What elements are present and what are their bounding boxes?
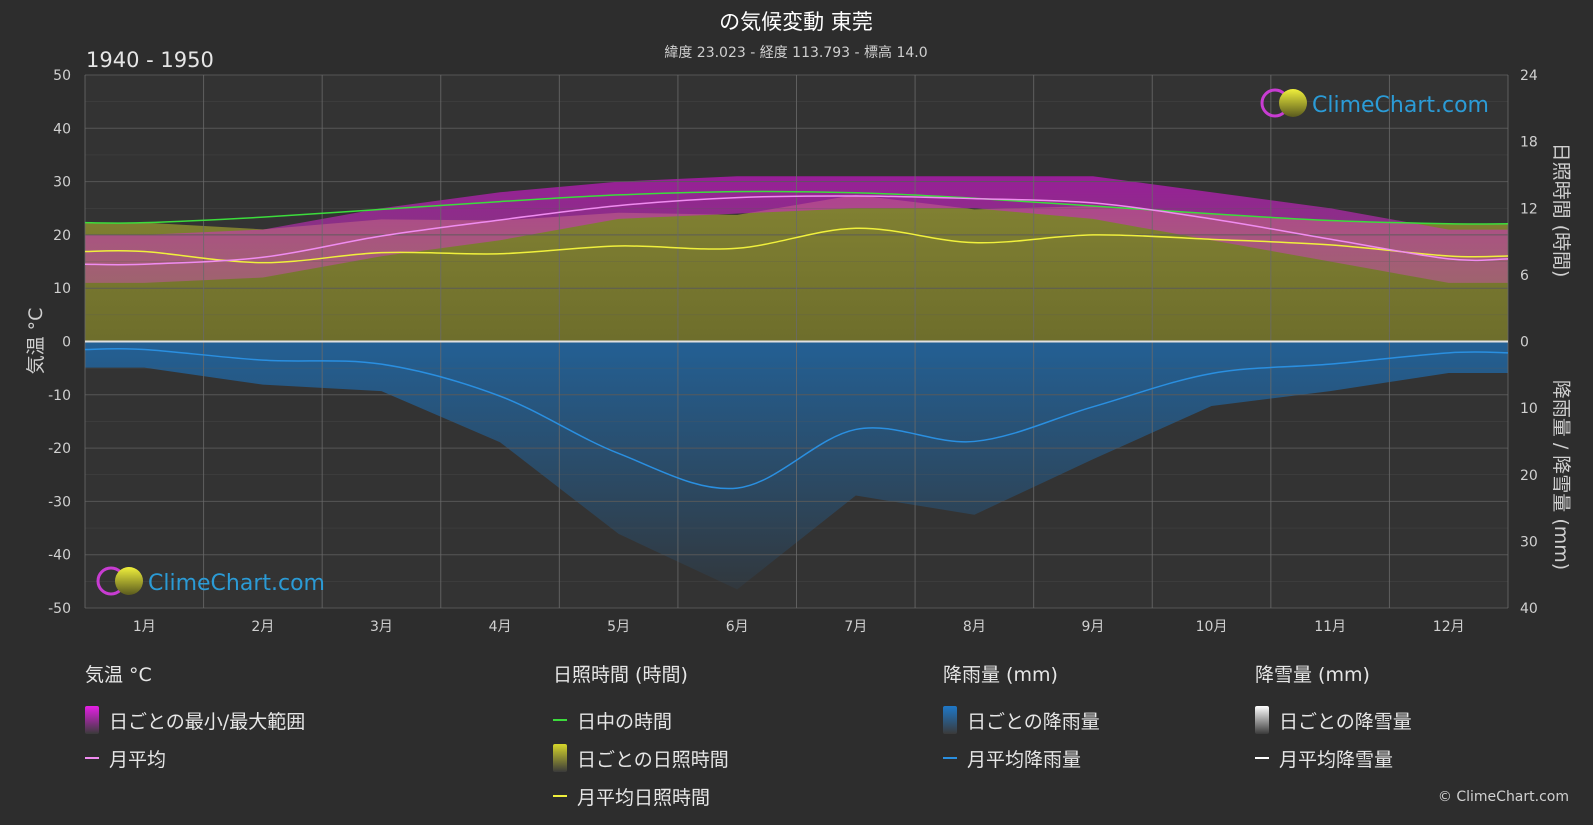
left-tick-label: -20 [48,441,71,457]
chart-title: の気候変動 東莞 [719,10,873,34]
series-line-2 [84,195,1509,266]
left-tick-label: 30 [53,175,71,191]
legend-heading: 降雨量 (mm) [943,664,1058,686]
x-tick-label: 4月 [489,619,512,635]
right-tick-label-sunshine: 0 [1520,335,1529,351]
legend-swatch-icon [1255,757,1269,759]
right-tick-label-precip: 40 [1520,601,1538,617]
left-axis-title: 気温 °C [25,308,47,375]
series-line-1 [84,227,1509,264]
x-tick-label: 10月 [1196,619,1228,635]
x-tick-label: 9月 [1081,619,1104,635]
legend-item: 日中の時間 [553,701,729,739]
legend-item: 月平均 [85,739,305,777]
legend-item: 日ごとの降雨量 [943,701,1100,739]
right-axis-title-sunshine: 日照時間 (時間) [1550,143,1572,278]
legend-swatch-icon [943,706,957,734]
right-tick-label-sunshine: 12 [1520,201,1538,217]
legend-item: 日ごとの最小/最大範囲 [85,701,305,739]
series-lines [84,190,1509,490]
legend-heading: 日照時間 (時間) [553,664,688,686]
legend-group: 日照時間 (時間) 日中の時間日ごとの日照時間 月平均日照時間 [553,660,729,815]
x-tick-label: 1月 [133,619,156,635]
left-tick-label: 50 [53,68,71,84]
right-tick-label-precip: 10 [1520,401,1538,417]
right-tick-label-precip: 30 [1520,534,1538,550]
series-line-3 [84,347,1509,490]
brand-logo-bottom: ClimeChart.com [96,566,325,596]
legend-label: 日中の時間 [577,710,673,733]
left-tick-label: -50 [48,601,71,617]
legend-swatch-icon [85,706,99,734]
legend-label: 日ごとの日照時間 [577,748,729,771]
legend-swatch-icon [1255,706,1269,734]
legend-swatch-icon [553,719,567,721]
legend-item: 日ごとの日照時間 [553,739,729,777]
brand-logo-top: ClimeChart.com [1260,88,1489,118]
right-tick-label-precip: 20 [1520,468,1538,484]
legend-label: 日ごとの降雨量 [967,710,1100,733]
x-tick-label: 11月 [1314,619,1346,635]
left-tick-label: 10 [53,281,71,297]
legend-label: 月平均日照時間 [577,786,711,809]
left-tick-label: -30 [48,494,71,510]
legend-label: 月平均降雨量 [967,748,1082,771]
x-tick-label: 3月 [370,619,393,635]
legend: 気温 °C 日ごとの最小/最大範囲 月平均 日照時間 (時間) 日中の時間日ごとの日照時… [0,650,1593,825]
legend-item: 月平均降雨量 [943,739,1100,777]
x-tick-label: 5月 [607,619,630,635]
logo-sun-icon [115,567,143,595]
left-tick-label: 0 [62,335,71,351]
left-tick-label: 20 [53,228,71,244]
legend-label: 月平均降雪量 [1279,748,1394,771]
right-tick-label-sunshine: 6 [1520,268,1529,284]
legend-label: 日ごとの最小/最大範囲 [109,710,306,733]
brand-name-bottom: ClimeChart.com [148,571,325,596]
logo-sun-icon [1279,89,1307,117]
left-tick-label: 40 [53,121,71,137]
legend-heading: 降雪量 (mm) [1255,664,1370,686]
x-tick-label: 2月 [251,619,274,635]
legend-item: 月平均降雪量 [1255,739,1412,777]
right-axis-title-precip: 降雨量 / 降雪量 (mm) [1550,380,1572,570]
legend-swatch-icon [553,744,567,772]
climate-chart: の気候変動 東莞 緯度 23.023 - 経度 113.793 - 標高 14.… [25,10,1572,635]
x-tick-label: 12月 [1433,619,1465,635]
x-tick-label: 6月 [726,619,749,635]
left-tick-label: -10 [48,388,71,404]
brand-name-top: ClimeChart.com [1312,93,1489,118]
legend-item: 日ごとの降雪量 [1255,701,1412,739]
legend-item: 月平均日照時間 [553,777,729,815]
chart-subtitle: 緯度 23.023 - 経度 113.793 - 標高 14.0 [664,44,927,61]
series-line-0 [84,190,1509,225]
legend-swatch-icon [85,757,99,759]
legend-group: 気温 °C 日ごとの最小/最大範囲 月平均 [85,660,305,777]
legend-heading: 気温 °C [85,664,152,686]
legend-label: 月平均 [109,748,167,771]
legend-swatch-icon [553,795,567,797]
right-tick-label-sunshine: 24 [1520,68,1538,84]
legend-group: 降雪量 (mm) 日ごとの降雪量 月平均降雪量 [1255,660,1412,777]
legend-swatch-icon [943,757,957,759]
period-label: 1940 - 1950 [86,48,214,72]
legend-group: 降雨量 (mm) 日ごとの降雨量 月平均降雨量 [943,660,1100,777]
legend-label: 日ごとの降雪量 [1279,710,1412,733]
grid-lines [84,74,1509,609]
right-tick-label-sunshine: 18 [1520,135,1538,151]
copyright: © ClimeChart.com [1437,789,1569,805]
x-tick-label: 8月 [963,619,986,635]
axis-ticks: 50 40 30 20 10 0 -10 -20 -30 -40 -50 24 18 12 6 0 10 20 30… [48,68,1538,635]
left-tick-label: -40 [48,548,71,564]
x-tick-label: 7月 [844,619,867,635]
